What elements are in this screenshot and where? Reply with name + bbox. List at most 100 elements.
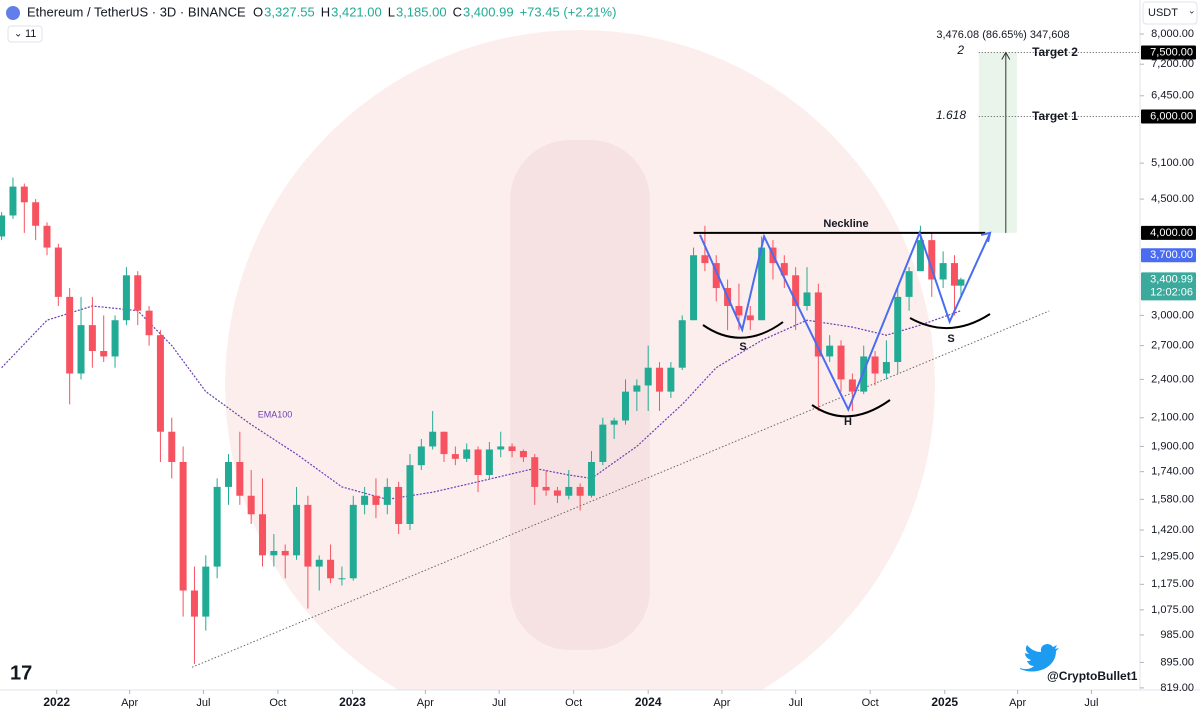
candle-body [383, 486, 391, 505]
candle-body [156, 335, 164, 432]
candle-body [508, 446, 516, 452]
shoulder-curve [702, 321, 784, 339]
candle-body [259, 514, 267, 556]
y-tick-label: 1,175.00 [1151, 578, 1194, 590]
ohlc-value: 3,185.00 [396, 4, 447, 19]
candle-body [701, 255, 709, 264]
fib-label: 2 [956, 43, 964, 57]
candle-body [599, 424, 607, 462]
ema-label: EMA100 [258, 409, 293, 419]
plot [0, 51, 1140, 668]
candle-body [361, 495, 369, 505]
y-tick-label: 3,000.00 [1151, 309, 1194, 321]
pattern-line [699, 230, 992, 413]
candle-body [293, 504, 301, 556]
ohlc: O 3,327.55 H 3,421.00 L 3,185.00 C 3,400.99 +73.… [253, 4, 616, 19]
y-tick-label: 1,295.00 [1151, 550, 1194, 562]
candle-body [644, 367, 652, 386]
candle-body [202, 566, 210, 617]
currency-button[interactable] [1142, 1, 1198, 25]
candle-body [315, 559, 323, 567]
pattern-arrowhead [980, 231, 992, 243]
watermark-shape [510, 140, 650, 650]
candle-body [349, 504, 357, 579]
ohlc-key: L [388, 4, 395, 19]
candle-body [0, 215, 6, 237]
symbol: Ethereum / TetherUS · 3D · BINANCE [27, 4, 246, 19]
candle-body [88, 325, 96, 351]
price-label-box [1141, 248, 1196, 263]
y-tick-label: 1,580.00 [1151, 493, 1194, 505]
x-tick-label: Apr [417, 697, 434, 709]
candle-body [814, 292, 822, 357]
candle-body [587, 461, 595, 496]
x-tick-label: 2024 [635, 695, 662, 709]
neckline-label: Neckline [823, 218, 868, 230]
candle-body [690, 255, 698, 321]
candle-body [9, 186, 17, 216]
y-tick-label: 1,420.00 [1151, 524, 1194, 536]
ohlc-key: H [321, 4, 330, 19]
candle-body [463, 449, 471, 459]
price-label: 3,400.99 [1150, 273, 1193, 285]
ohlc-value: 3,400.99 [463, 4, 514, 19]
y-tick-label: 895.00 [1160, 656, 1194, 668]
candle-body [905, 271, 913, 297]
candle-body [622, 391, 630, 421]
price-label: 4,000.00 [1150, 227, 1193, 239]
candle-body [281, 550, 289, 556]
y-tick-label: 1,075.00 [1151, 604, 1194, 616]
y-tick-label: 1,900.00 [1151, 440, 1194, 452]
candle-body [406, 465, 414, 524]
candle-body [134, 275, 142, 311]
candle-body [451, 454, 459, 459]
candle-body [758, 247, 766, 321]
candle-body [327, 559, 335, 579]
ohlc-key: C [453, 4, 462, 19]
candle-body [633, 385, 641, 392]
candle-body [213, 486, 221, 567]
ohlc-value: 3,421.00 [331, 4, 382, 19]
candle-body [338, 578, 346, 580]
target-label: Target 2 [1032, 45, 1078, 59]
pattern-label: S [947, 333, 954, 345]
x-tick-label: 2022 [43, 695, 70, 709]
y-tick-label: 1,740.00 [1151, 466, 1194, 478]
candle-body [474, 449, 482, 476]
x-tick-label: Jul [196, 697, 210, 709]
candle-body [168, 431, 176, 462]
candle-body [122, 275, 130, 321]
candle-body [565, 486, 573, 496]
x-tick-label: 2025 [931, 695, 958, 709]
indicator-chevron: ⌄ [14, 29, 22, 40]
currency-chevron: ⌄ [1188, 5, 1196, 15]
candle-body [304, 504, 312, 567]
candle-body [519, 451, 527, 458]
candle-body [542, 486, 550, 491]
indicator-toggle[interactable] [7, 25, 43, 43]
candle-body [531, 457, 539, 487]
y-tick-label: 985.00 [1160, 629, 1194, 641]
candle-body [54, 247, 62, 297]
candle-body [179, 461, 187, 591]
twitter-icon [1020, 644, 1059, 672]
y-tick-label: 7,200.00 [1151, 58, 1194, 70]
author: @CryptoBullet1 [1047, 669, 1138, 683]
price-label: 3,700.00 [1150, 249, 1193, 261]
y-tick-label: 2,700.00 [1151, 340, 1194, 352]
candle-body [678, 320, 686, 368]
price-label-box [1141, 225, 1196, 240]
ohlc-key: O [253, 4, 263, 19]
candle-body [485, 449, 493, 476]
y-tick-label: 8,000.00 [1151, 28, 1194, 40]
candle-body [497, 446, 505, 450]
candle-body [792, 275, 800, 306]
candle-body [957, 279, 965, 286]
x-tick-label: Oct [862, 697, 879, 709]
candle-body [190, 590, 198, 617]
ohlc-value: 3,327.55 [264, 4, 315, 19]
candle-body [837, 345, 845, 380]
coin-icon [6, 6, 20, 20]
